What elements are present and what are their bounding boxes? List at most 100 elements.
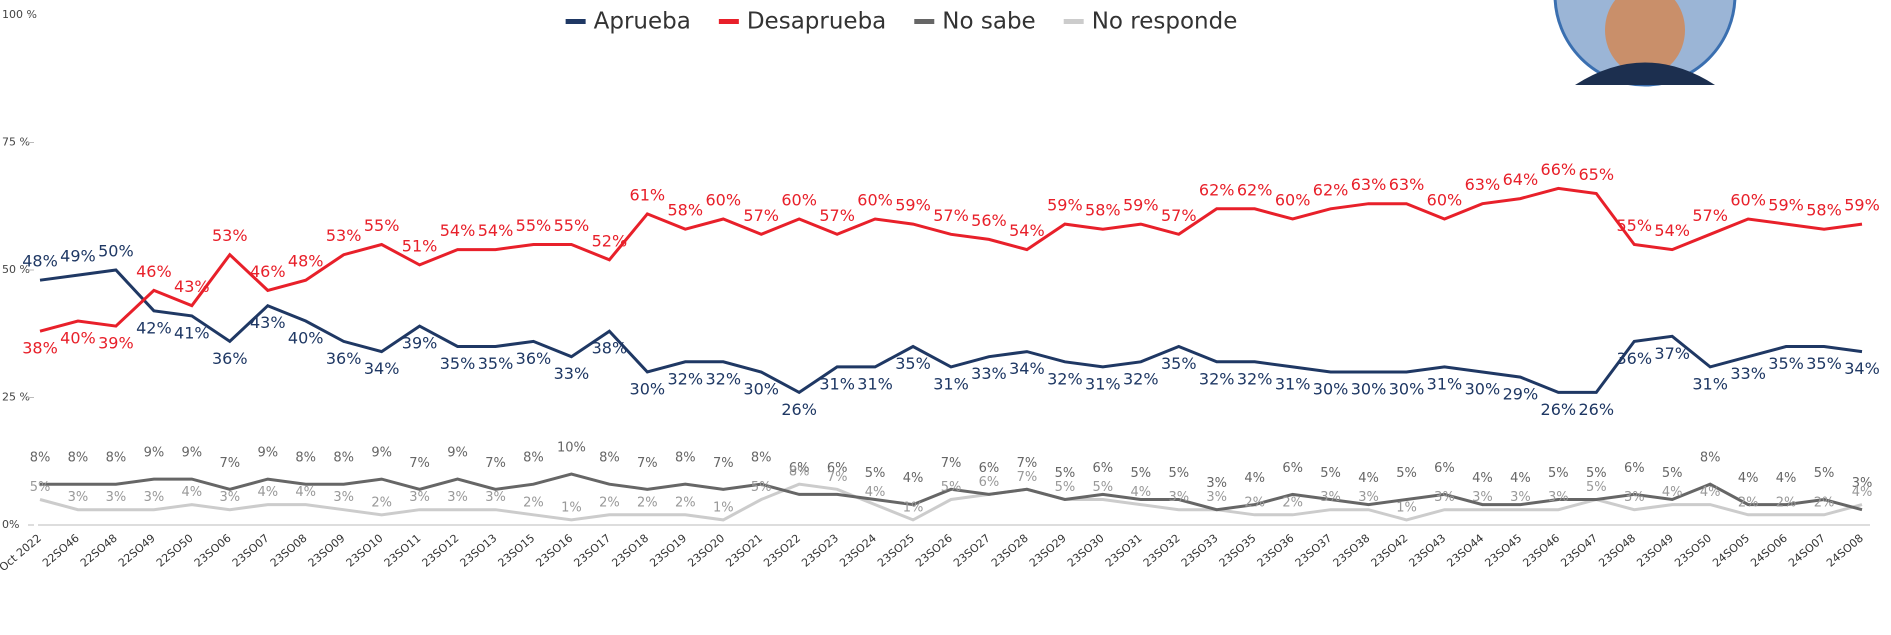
x-tick-label: 24SO07 [1786, 532, 1828, 570]
data-label: 7% [827, 470, 848, 485]
x-tick-label: 22SO46 [40, 532, 82, 570]
data-label: 10% [557, 441, 586, 456]
series-line [39, 186, 1863, 333]
x-tick-label: 22SO50 [154, 532, 196, 570]
data-label: 6% [1434, 461, 1455, 476]
data-label: 7% [485, 456, 506, 471]
data-label: 8% [751, 451, 772, 466]
data-label: 6% [1093, 461, 1114, 476]
data-label: 9% [447, 446, 468, 461]
x-tick-label: 23SO49 [1634, 532, 1676, 570]
x-tick-label: 23SO24 [837, 532, 879, 570]
x-tick-label: 23SO13 [458, 532, 500, 570]
data-label: 62% [1237, 180, 1273, 199]
data-label: 62% [1199, 180, 1235, 199]
data-label: 3% [68, 490, 89, 505]
x-tick-label: 23SO46 [1520, 532, 1562, 570]
data-label: 59% [1768, 196, 1804, 215]
data-label: 31% [1275, 374, 1311, 393]
data-label: 48% [22, 252, 58, 271]
x-tick-label: 23SO43 [1407, 532, 1449, 570]
x-tick-label: 22SO49 [116, 532, 158, 570]
data-label: 6% [1282, 461, 1303, 476]
y-tick-label: 0% [2, 518, 19, 531]
y-tick-label: 50 % [2, 263, 30, 276]
data-label: 60% [705, 191, 741, 210]
legend-label: No responde [1092, 9, 1238, 35]
data-label: 31% [1085, 374, 1121, 393]
data-label: 60% [781, 191, 817, 210]
data-label: 54% [1654, 221, 1690, 240]
data-label: 7% [713, 456, 734, 471]
data-label: 55% [1616, 216, 1652, 235]
legend-label: Aprueba [594, 9, 691, 35]
data-label: 5% [1320, 466, 1341, 481]
data-label: 30% [1389, 380, 1425, 399]
x-tick-label: 23SO21 [723, 532, 765, 570]
data-label: 35% [895, 354, 931, 373]
data-label: 32% [1237, 369, 1273, 388]
data-label: 55% [554, 216, 590, 235]
data-label: 59% [1047, 196, 1083, 215]
data-label: 63% [1389, 175, 1425, 194]
x-tick-label: 23SO11 [382, 532, 424, 570]
data-label: 3% [1548, 490, 1569, 505]
series-line [40, 472, 1863, 512]
x-tick-label: 23SO50 [1672, 532, 1714, 570]
data-label: 4% [182, 485, 203, 500]
data-label: 3% [1168, 490, 1189, 505]
data-label: 31% [1427, 374, 1463, 393]
data-label: 5% [1055, 466, 1076, 481]
data-label: 43% [174, 277, 210, 296]
data-label: 5% [941, 480, 962, 495]
data-label: 2% [371, 495, 392, 510]
x-tick-label: 23SO33 [1179, 532, 1221, 570]
data-label: 5% [1055, 480, 1076, 495]
x-tick-label: 23SO12 [420, 532, 462, 570]
data-label: 36% [326, 349, 362, 368]
data-label: 8% [599, 451, 620, 466]
data-label: 2% [637, 495, 658, 510]
data-label: 31% [857, 374, 893, 393]
data-label: 3% [485, 490, 506, 505]
x-tick-label: 23SO35 [1217, 532, 1259, 570]
x-tick-label: 23SO10 [344, 532, 386, 570]
data-label: 7% [1017, 456, 1038, 471]
data-label: 4% [1130, 485, 1151, 500]
data-label: 3% [1320, 490, 1341, 505]
data-label: 5% [30, 480, 51, 495]
data-label: 64% [1503, 170, 1539, 189]
x-tick-label: 23SO23 [799, 532, 841, 570]
data-label: 30% [630, 380, 666, 399]
data-label: 58% [1085, 201, 1121, 220]
data-label: 6% [827, 461, 848, 476]
data-label: 4% [1738, 471, 1759, 486]
data-label: 4% [1662, 485, 1683, 500]
data-label: 56% [971, 211, 1007, 230]
data-label: 32% [705, 369, 741, 388]
data-label: 2% [1738, 495, 1759, 510]
data-label: 36% [212, 349, 248, 368]
data-label: 1% [561, 500, 582, 515]
data-label: 32% [1199, 369, 1235, 388]
data-label: 8% [30, 451, 51, 466]
data-label: 4% [903, 471, 924, 486]
legend: Aprueba Desaprueba No sabe No responde [565, 9, 1238, 35]
data-label: 3% [333, 490, 354, 505]
data-label: 54% [440, 221, 476, 240]
data-label: 57% [819, 206, 855, 225]
data-label: 53% [326, 226, 362, 245]
legend-swatch [1063, 19, 1084, 24]
data-label: 2% [523, 495, 544, 510]
data-label: 38% [592, 339, 628, 358]
data-label: 3% [409, 490, 430, 505]
data-label: 40% [288, 329, 324, 348]
data-label: 31% [1692, 374, 1728, 393]
data-label: 52% [592, 231, 628, 250]
x-tick-label: 23SO18 [609, 532, 651, 570]
data-label: 4% [1776, 471, 1797, 486]
data-label: 26% [1541, 400, 1577, 419]
data-label: 31% [819, 374, 855, 393]
data-label: 3% [106, 490, 127, 505]
